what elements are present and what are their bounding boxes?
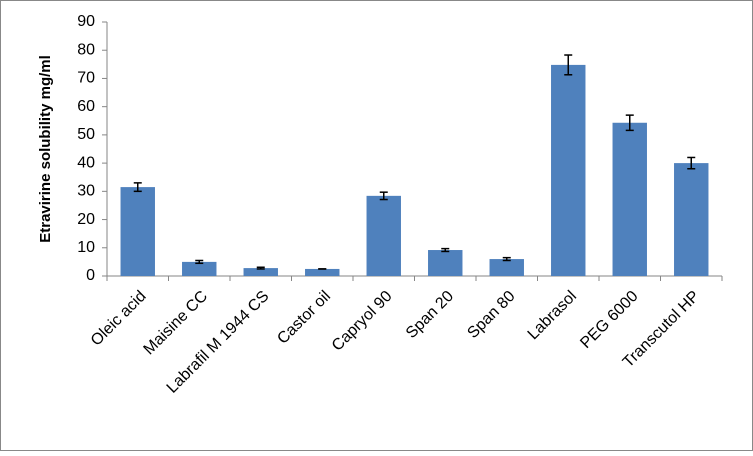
y-tick-label: 90: [77, 13, 95, 30]
bar: [366, 195, 401, 276]
error-bar: [195, 259, 204, 265]
bar: [489, 259, 524, 276]
y-tick-label: 50: [77, 126, 95, 143]
bar: [182, 261, 217, 276]
error-bar: [256, 266, 265, 270]
y-tick-label: 60: [77, 98, 95, 115]
bar: [305, 268, 340, 276]
error-bar: [133, 182, 142, 193]
y-tick-label: 70: [77, 70, 95, 87]
bar: [428, 250, 463, 276]
error-bar: [625, 114, 634, 132]
y-tick-label: 10: [77, 239, 95, 256]
y-axis-title: Etravirine solubility mg/ml: [37, 55, 54, 243]
error-bar: [564, 54, 573, 76]
y-tick-label: 0: [86, 267, 95, 284]
error-bar: [379, 191, 388, 201]
y-tick-label: 40: [77, 154, 95, 171]
bar: [551, 64, 586, 276]
y-tick-label: 80: [77, 41, 95, 58]
bar: [243, 268, 278, 276]
bar: [612, 122, 647, 277]
y-tick-label: 30: [77, 183, 95, 200]
error-bar: [687, 156, 696, 170]
y-tick-label: 20: [77, 211, 95, 228]
bar: [674, 163, 709, 276]
bar: [120, 187, 155, 276]
error-bar: [502, 256, 511, 262]
error-bar: [441, 247, 450, 253]
